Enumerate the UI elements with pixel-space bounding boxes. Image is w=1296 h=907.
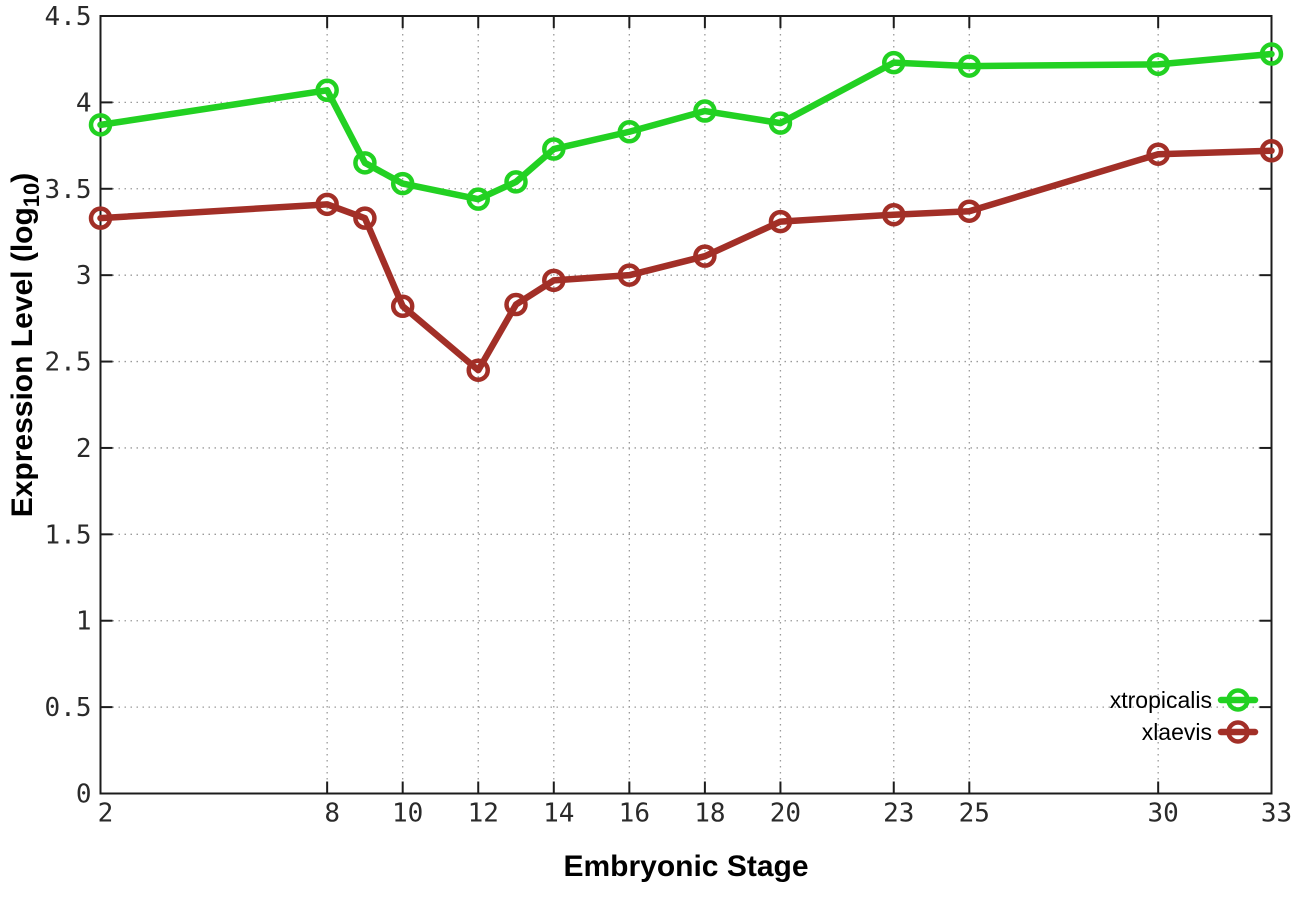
x-tick-label: 18 xyxy=(694,799,725,829)
x-tick-label: 2 xyxy=(98,799,114,829)
data-point-xlaevis xyxy=(617,263,642,287)
y-axis-label-end: ) xyxy=(6,173,39,183)
plot-border xyxy=(99,15,1273,795)
y-tick-label: 1 xyxy=(76,607,92,637)
legend-marker-xtropicalis xyxy=(1226,688,1250,712)
data-point-xlaevis xyxy=(693,244,717,268)
data-point-xtropicalis xyxy=(1146,52,1170,77)
data-point-xtropicalis xyxy=(768,111,793,135)
data-point-xtropicalis xyxy=(390,171,415,196)
data-point-xtropicalis xyxy=(617,120,642,144)
x-tick-label: 14 xyxy=(543,799,574,829)
x-tick-labels: 2 8 10 12 14 16 18 20 23 25 30 33 xyxy=(98,799,1292,829)
data-point-xlaevis xyxy=(768,209,793,234)
y-tick-label: 3 xyxy=(76,261,92,291)
x-tick-label: 16 xyxy=(619,799,650,829)
series-xlaevis xyxy=(88,139,1284,382)
legend: xtropicalis xlaevis xyxy=(1110,687,1259,745)
series-line-xtropicalis xyxy=(97,50,1275,203)
y-axis-label: Expression Level (log10) xyxy=(6,173,44,518)
gridlines xyxy=(100,16,1272,794)
data-point-xtropicalis xyxy=(315,78,339,103)
x-tick-label: 30 xyxy=(1148,799,1179,829)
data-point-xtropicalis xyxy=(1259,42,1284,66)
legend-label-xtropicalis: xtropicalis xyxy=(1110,687,1212,713)
data-point-xlaevis xyxy=(1259,139,1284,163)
x-tick-label: 10 xyxy=(392,799,423,829)
data-point-xlaevis xyxy=(542,268,566,293)
data-point-xtropicalis xyxy=(466,187,490,211)
data-point-xlaevis xyxy=(1146,142,1170,166)
y-tick-label: 0.5 xyxy=(45,693,92,723)
data-point-xtropicalis xyxy=(504,170,528,194)
x-tick-label: 20 xyxy=(770,799,801,829)
y-axis-label-main: Expression Level (log xyxy=(6,207,39,517)
y-tick-label: 3.5 xyxy=(45,175,92,205)
y-tick-label: 0 xyxy=(76,780,92,810)
data-point-xtropicalis xyxy=(957,54,982,78)
data-point-xlaevis xyxy=(882,202,906,227)
series-xtropicalis xyxy=(88,42,1284,211)
y-tick-label: 1.5 xyxy=(45,520,92,550)
legend-marker-xlaevis xyxy=(1226,720,1250,744)
data-point-xtropicalis xyxy=(542,137,566,161)
axis-ticks xyxy=(99,15,1273,795)
data-point-xlaevis xyxy=(390,294,415,319)
data-point-xlaevis xyxy=(88,206,113,230)
y-tick-label: 4 xyxy=(76,88,92,118)
y-tick-label: 2 xyxy=(76,434,92,464)
x-tick-label: 25 xyxy=(959,799,990,829)
x-tick-label: 12 xyxy=(468,799,499,829)
data-point-xlaevis xyxy=(315,192,339,217)
x-axis-label: Embryonic Stage xyxy=(563,850,808,883)
x-tick-label: 23 xyxy=(883,799,914,829)
data-point-xlaevis xyxy=(353,206,377,230)
legend-entry-xtropicalis: xtropicalis xyxy=(1110,687,1259,713)
data-series xyxy=(88,42,1284,382)
x-tick-label: 33 xyxy=(1261,799,1292,829)
data-point-xtropicalis xyxy=(88,113,113,137)
legend-entry-xlaevis: xlaevis xyxy=(1142,719,1259,745)
x-tick-label: 8 xyxy=(324,799,340,829)
data-point-xlaevis xyxy=(504,292,528,317)
data-point-xtropicalis xyxy=(353,151,377,175)
series-line-xlaevis xyxy=(97,147,1275,374)
y-tick-label: 2.5 xyxy=(45,348,92,378)
y-tick-labels: 0 0.5 1 1.5 2 2.5 3 3.5 4 4.5 xyxy=(45,2,92,810)
data-point-xlaevis xyxy=(957,199,982,223)
data-point-xlaevis xyxy=(466,358,490,382)
y-tick-label: 4.5 xyxy=(45,2,92,32)
data-point-xtropicalis xyxy=(882,50,906,75)
legend-label-xlaevis: xlaevis xyxy=(1142,719,1212,745)
data-point-xtropicalis xyxy=(693,99,717,123)
y-axis-label-subscript: 10 xyxy=(19,183,44,207)
